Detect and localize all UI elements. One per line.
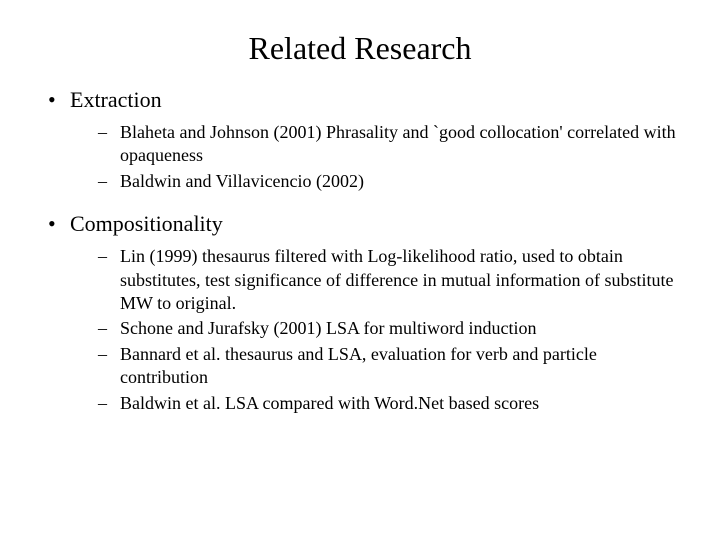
bullet-list-level2: Lin (1999) thesaurus filtered with Log-l…	[70, 245, 680, 415]
bullet-list-level1: Extraction Blaheta and Johnson (2001) Ph…	[40, 87, 680, 415]
section-heading: Compositionality	[70, 211, 223, 236]
section-extraction: Extraction Blaheta and Johnson (2001) Ph…	[40, 87, 680, 193]
list-item: Baldwin et al. LSA compared with Word.Ne…	[98, 392, 680, 415]
list-item: Baldwin and Villavicencio (2002)	[98, 170, 680, 193]
list-item: Blaheta and Johnson (2001) Phrasality an…	[98, 121, 680, 168]
list-item: Schone and Jurafsky (2001) LSA for multi…	[98, 317, 680, 340]
bullet-list-level2: Blaheta and Johnson (2001) Phrasality an…	[70, 121, 680, 193]
section-compositionality: Compositionality Lin (1999) thesaurus fi…	[40, 211, 680, 415]
list-item: Bannard et al. thesaurus and LSA, evalua…	[98, 343, 680, 390]
section-heading: Extraction	[70, 87, 162, 112]
slide-title: Related Research	[40, 30, 680, 67]
list-item: Lin (1999) thesaurus filtered with Log-l…	[98, 245, 680, 315]
